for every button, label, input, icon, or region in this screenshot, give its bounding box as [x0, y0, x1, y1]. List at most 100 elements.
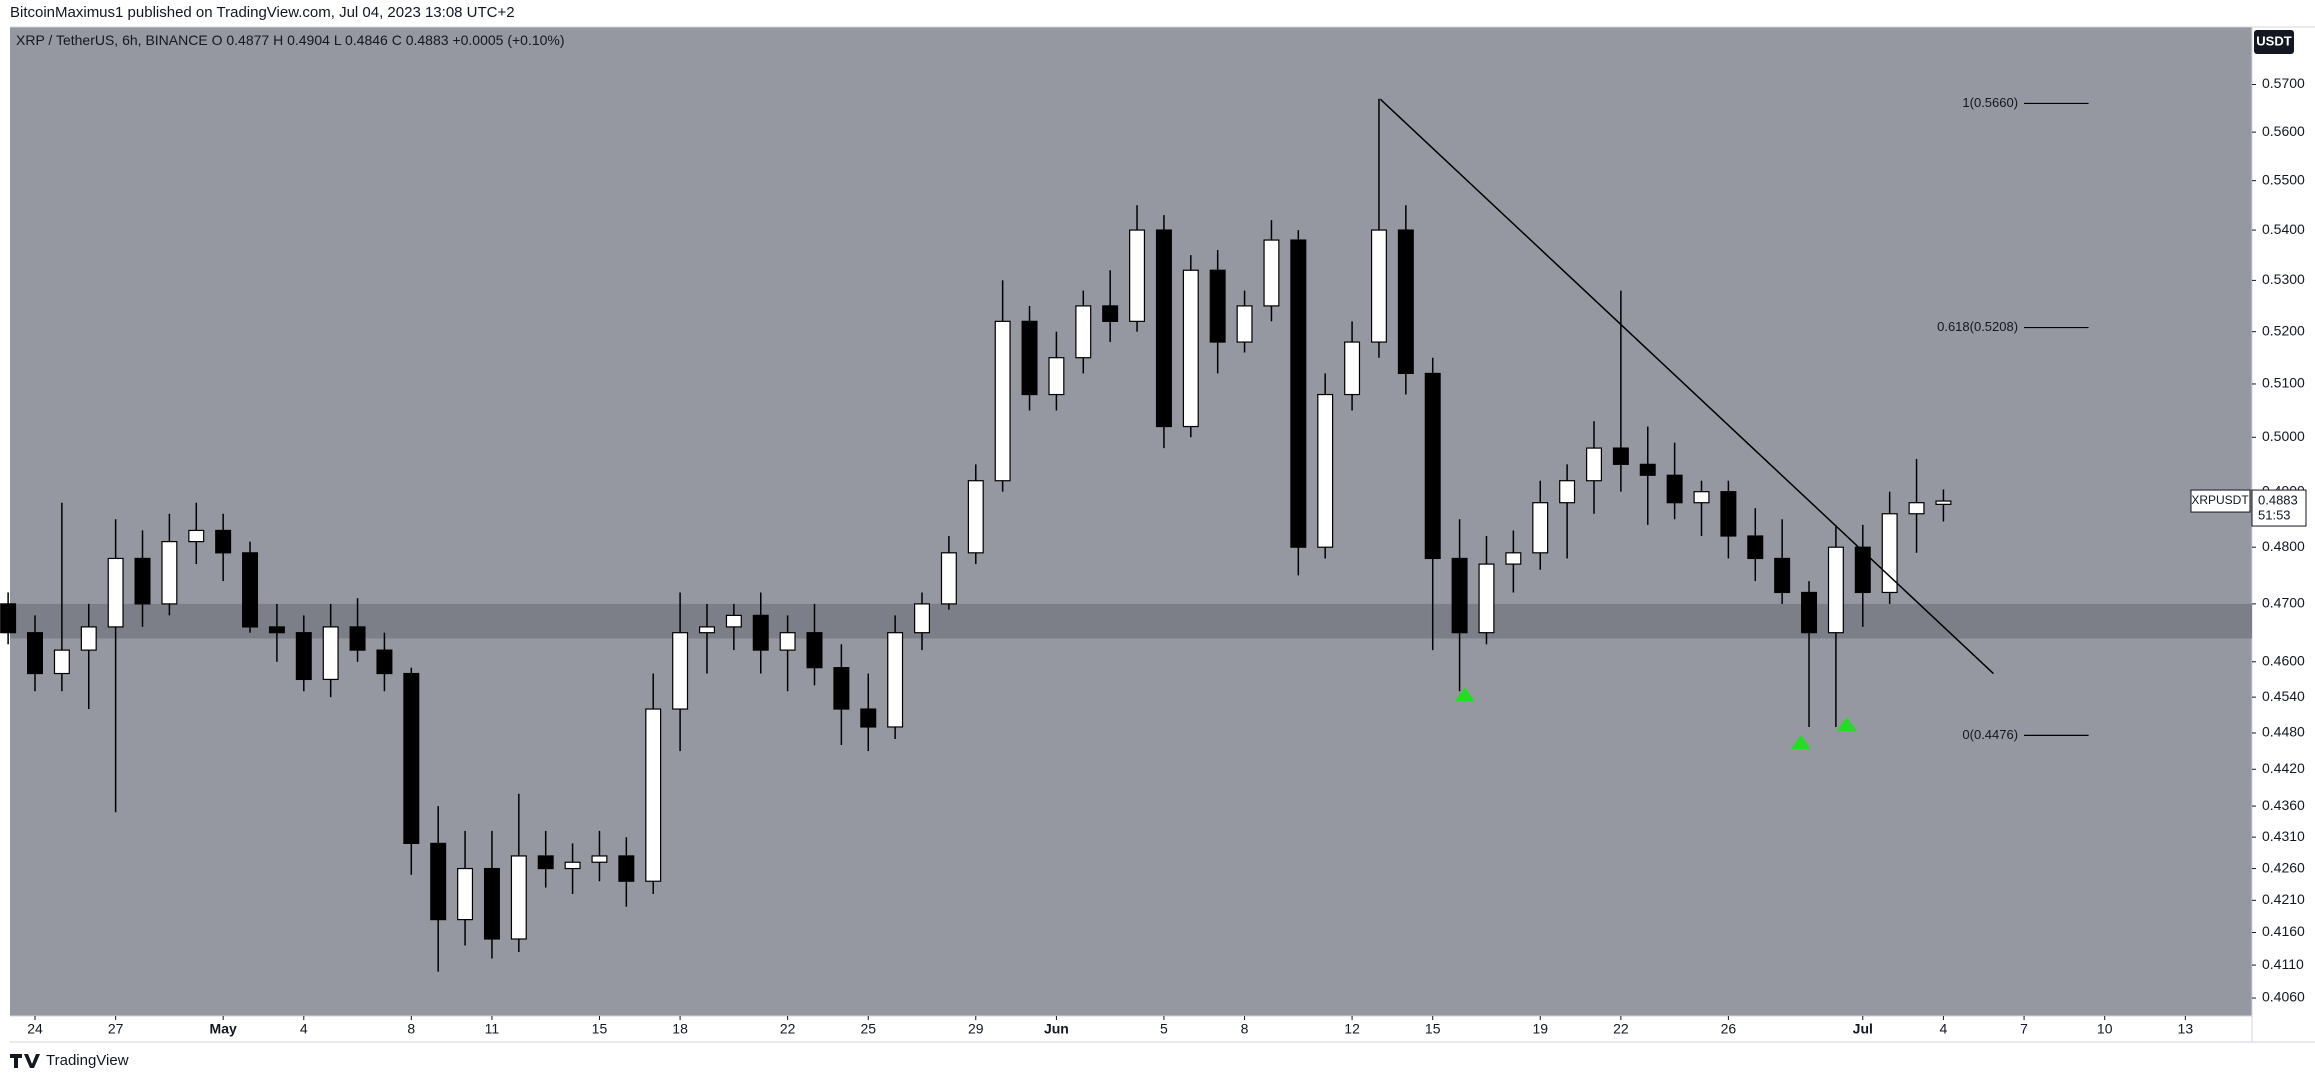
candle-body: [1102, 305, 1119, 322]
fib-label: 0.618(0.5208): [1937, 319, 2018, 334]
candle-body: [1236, 305, 1253, 343]
plot-area: 0.4060 0.4110 0.4160 0.4210 0.4260 0.4310 0.43…: [0, 26, 2315, 1043]
publisher-header: BitcoinMaximus1 published on TradingView…: [10, 4, 515, 21]
ohlc-legend: XRP / TetherUS, 6h, BINANCE O 0.4877 H 0…: [16, 32, 565, 48]
candle-body: [1612, 447, 1629, 465]
candle-body: [107, 557, 124, 628]
y-tick-label: 0.4360: [2262, 797, 2305, 813]
bounce-marker: [1454, 687, 1475, 702]
candle-body: [1182, 269, 1199, 428]
x-tick-label: 4: [1940, 1021, 1948, 1037]
candle-body: [376, 649, 393, 675]
legend-key: L: [334, 32, 342, 48]
candle-body: [483, 867, 500, 940]
candle-body: [1801, 591, 1818, 634]
symbol-badge: [2190, 489, 2251, 513]
x-tick-label: Jul: [1853, 1021, 1873, 1037]
candle-body: [1505, 552, 1522, 565]
y-tick-label: 0.5700: [2262, 75, 2305, 91]
fib-label: 1(0.5660): [1962, 95, 2018, 110]
bounce-marker: [1836, 716, 1857, 731]
legend-value: 0.4877: [226, 32, 269, 48]
plot-background: [10, 27, 2252, 1016]
candle-body: [1478, 563, 1495, 634]
fib-label: 0(0.4476): [1962, 727, 2018, 742]
candle-body: [53, 649, 70, 675]
candle-body: [1532, 502, 1549, 554]
candle-body: [564, 861, 581, 870]
candle-body: [914, 603, 931, 634]
x-tick-label: 7: [2020, 1021, 2028, 1037]
support-zone: [10, 603, 2252, 639]
candle-body: [457, 867, 474, 921]
candle-body: [1021, 320, 1038, 396]
candle-body: [1317, 393, 1334, 548]
legend-value: 0.4904: [287, 32, 330, 48]
x-tick-label: 5: [1160, 1021, 1168, 1037]
candle-body: [1155, 229, 1172, 428]
legend-change: +0.0005 (+0.10%): [452, 32, 564, 48]
legend-value: 0.4883: [406, 32, 449, 48]
x-tick-label: Jun: [1044, 1021, 1069, 1037]
candle-body: [1693, 491, 1710, 504]
candle-body: [215, 529, 232, 554]
y-tick-label: 0.5100: [2262, 375, 2305, 391]
y-tick-label: 0.5500: [2262, 171, 2305, 187]
candle-body: [1209, 269, 1226, 343]
candle-body: [430, 842, 447, 921]
candle-body: [1424, 372, 1441, 560]
y-tick-label: 0.5200: [2262, 322, 2305, 338]
candle-body: [806, 632, 823, 669]
y-tick-label: 0.4700: [2262, 595, 2305, 611]
currency-label: USDT: [2256, 33, 2291, 48]
candle-body: [725, 614, 742, 628]
candle-body: [1370, 229, 1387, 343]
candle-body: [779, 632, 796, 651]
candle-body: [618, 855, 635, 882]
candle-body: [27, 632, 43, 675]
last-price-box: [2251, 489, 2307, 527]
x-tick-label: 25: [860, 1021, 876, 1037]
y-tick-label: 0.4160: [2262, 923, 2305, 939]
candle-body: [1397, 229, 1414, 375]
trendline: [1379, 98, 1994, 675]
candle-body: [1344, 341, 1361, 396]
y-tick-label: 0.4060: [2262, 989, 2305, 1005]
candle-body: [80, 626, 97, 651]
x-tick-label: 8: [1241, 1021, 1249, 1037]
candle-body: [940, 552, 957, 605]
candle-body: [0, 603, 17, 634]
y-tick-label: 0.4800: [2262, 538, 2305, 554]
candle-body: [860, 708, 877, 728]
x-tick-label: 8: [407, 1021, 415, 1037]
candle-body: [1666, 474, 1683, 504]
candle-body: [1075, 305, 1092, 359]
candle-body: [1720, 491, 1737, 537]
symbol-title: XRP / TetherUS, 6h, BINANCE: [16, 32, 208, 48]
y-tick-label: 0.4480: [2262, 724, 2305, 740]
candle-body: [698, 626, 715, 634]
candle-body: [887, 632, 904, 728]
brand-name: TradingView: [46, 1052, 129, 1069]
x-tick-label: 24: [27, 1021, 43, 1037]
candle-body: [1827, 546, 1844, 634]
x-tick-label: 27: [108, 1021, 124, 1037]
x-tick-label: 10: [2097, 1021, 2113, 1037]
candle-body: [1290, 239, 1307, 548]
legend-key: C: [392, 32, 402, 48]
x-tick-label: 15: [1425, 1021, 1441, 1037]
candle-body: [134, 557, 151, 605]
candle-body: [645, 708, 662, 882]
legend-value: 0.4846: [345, 32, 388, 48]
candle-body: [1935, 500, 1952, 505]
legend-key: O: [212, 32, 223, 48]
candle-body: [268, 626, 285, 634]
countdown-label: 51:53: [2258, 507, 2291, 522]
y-tick-label: 0.5400: [2262, 221, 2305, 237]
y-tick-label: 0.5600: [2262, 123, 2305, 139]
x-tick-label: May: [210, 1021, 237, 1037]
currency-badge: [2254, 30, 2294, 54]
candle-body: [1774, 557, 1791, 594]
candle-body: [1559, 480, 1576, 504]
